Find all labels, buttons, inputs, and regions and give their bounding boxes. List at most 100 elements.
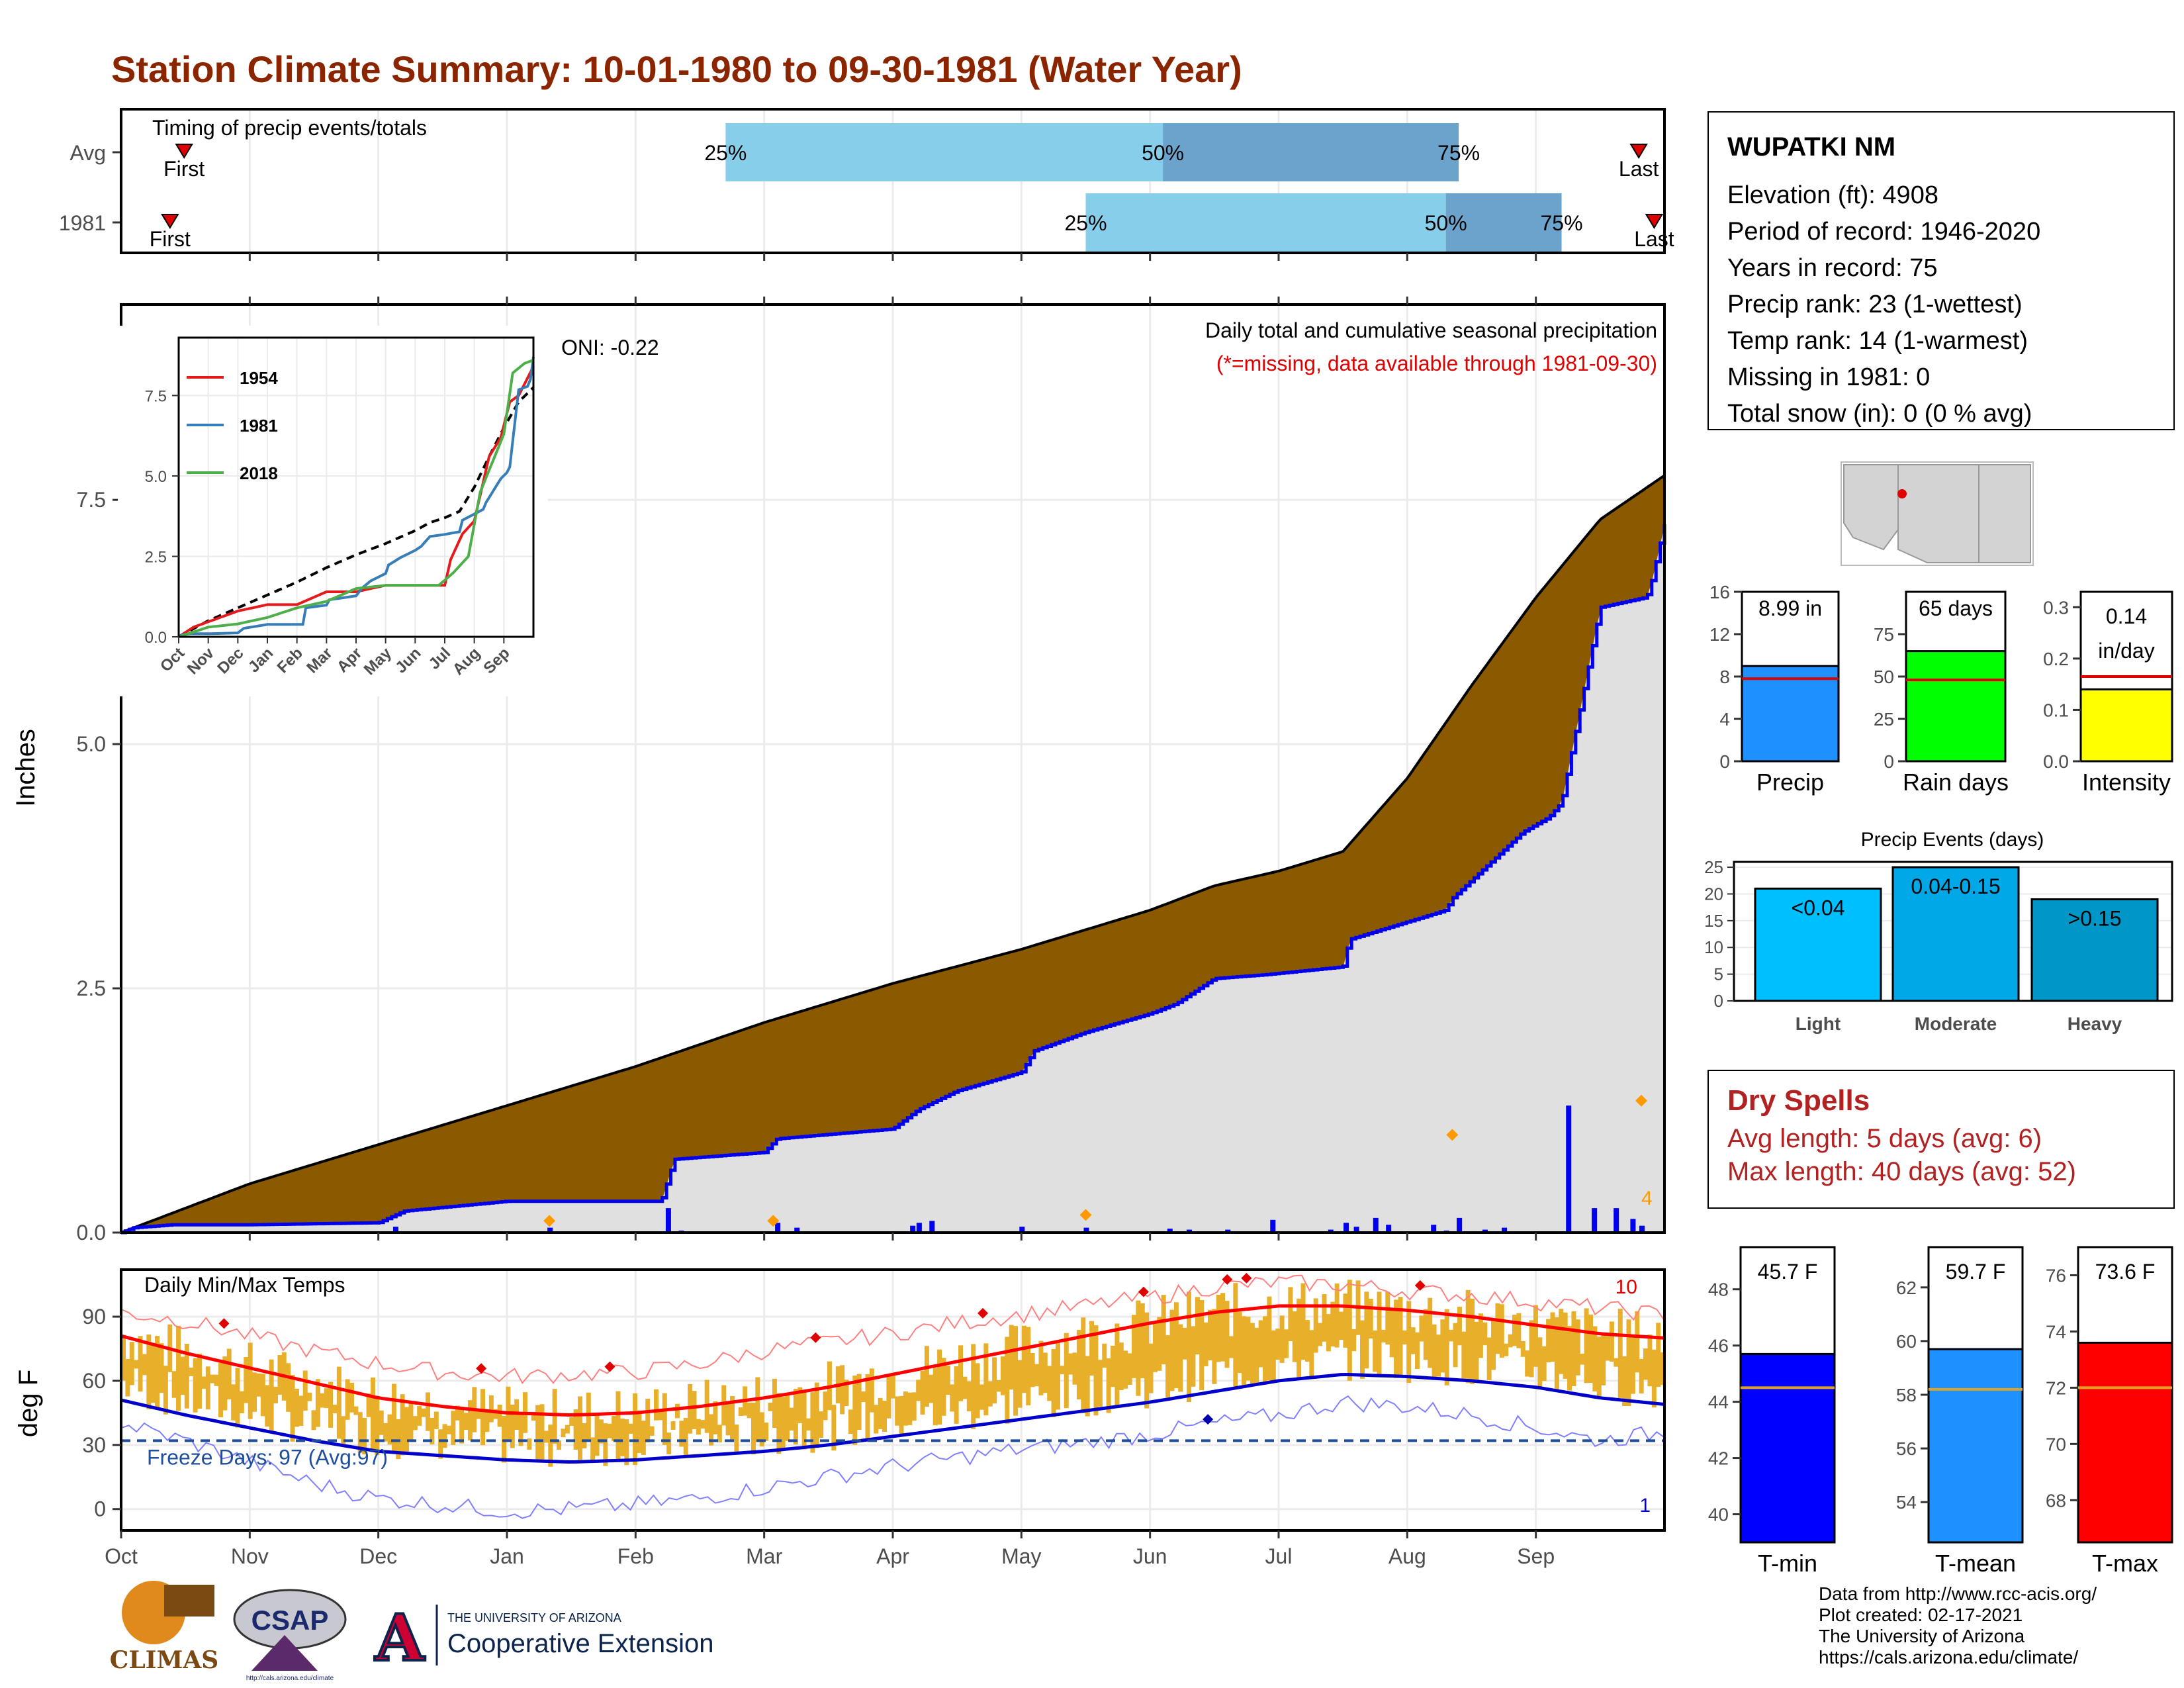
daily-temp-range: [1009, 1325, 1014, 1390]
daily-temp-range: [1034, 1364, 1040, 1387]
departure-band: [565, 1086, 570, 1202]
departure-band: [1605, 512, 1610, 607]
daily-temp-range: [1605, 1336, 1610, 1361]
departure-band: [433, 1126, 439, 1209]
departure-band: [556, 1088, 561, 1202]
departure-band: [1232, 880, 1238, 978]
inset-ytick-label: 0.0: [145, 629, 167, 647]
daily-temp-range: [658, 1411, 663, 1421]
record-high-marker: [604, 1361, 615, 1372]
departure-band: [281, 1172, 287, 1225]
departure-band: [408, 1133, 414, 1211]
daily-temp-range: [1339, 1311, 1344, 1340]
departure-band: [1034, 943, 1039, 1052]
daily-temp-range: [459, 1407, 465, 1444]
daily-temp-range: [700, 1420, 705, 1429]
departure-band: [1030, 945, 1035, 1059]
daily-temp-range: [692, 1391, 697, 1429]
daily-temp-range: [463, 1413, 469, 1430]
daily-temp-range: [662, 1393, 667, 1445]
departure-band: [269, 1176, 274, 1225]
departure-band: [1169, 900, 1175, 1007]
daily-temp-range: [1423, 1309, 1428, 1360]
daily-temp-range: [730, 1395, 735, 1442]
daily-precip-bar: [910, 1225, 916, 1233]
daily-temp-range: [451, 1411, 456, 1445]
daily-temp-range: [1157, 1317, 1162, 1371]
departure-band: [1418, 753, 1424, 919]
daily-temp-range: [222, 1356, 228, 1411]
daily-temp-range: [1242, 1316, 1247, 1386]
daily-temp-range: [962, 1376, 968, 1399]
departure-band: [590, 1078, 596, 1202]
daily-temp-range: [751, 1402, 756, 1455]
daily-temp-range: [1148, 1343, 1154, 1393]
temp-bar-ytick-label: 72: [2046, 1378, 2066, 1398]
summary-bar-ytick-label: 0.0: [2043, 751, 2069, 772]
departure-band: [1508, 628, 1513, 847]
departure-band: [759, 1022, 764, 1154]
month-label: Jan: [490, 1544, 524, 1568]
departure-band: [678, 1049, 684, 1160]
departure-band: [733, 1031, 739, 1155]
station-years: Years in record: 75: [1727, 254, 1938, 282]
temp-ylabel: deg F: [14, 1370, 43, 1437]
departure-band: [670, 1053, 676, 1171]
daily-temp-range: [205, 1366, 210, 1410]
departure-band: [294, 1168, 299, 1225]
departure-band: [692, 1045, 697, 1158]
avg-cumulative-area: [121, 475, 1664, 1233]
timing-event-marker: [1629, 144, 1648, 159]
dry-spells-avg: Avg length: 5 days (avg: 6): [1727, 1124, 2042, 1153]
daily-temp-range: [1258, 1320, 1263, 1368]
temp-bar-ytick-label: 76: [2046, 1265, 2066, 1286]
daily-temp-range: [269, 1359, 274, 1432]
departure-band: [505, 1104, 511, 1202]
daily-temp-range: [383, 1423, 388, 1442]
temp-bar-name: T-min: [1758, 1550, 1817, 1577]
departure-band: [996, 954, 1001, 1080]
daily-temp-range: [612, 1416, 617, 1441]
daily-temp-range: [1144, 1312, 1150, 1409]
departure-band: [586, 1080, 591, 1202]
departure-band: [1127, 915, 1132, 1021]
departure-band: [940, 968, 946, 1100]
daily-temp-range: [1047, 1366, 1052, 1401]
daily-temp-range: [1118, 1342, 1124, 1391]
daily-temp-range: [852, 1376, 858, 1445]
precip-events-category: Moderate: [1915, 1013, 1997, 1034]
precip-events-ytick-label: 10: [1704, 937, 1723, 957]
departure-band: [805, 1008, 811, 1137]
departure-band: [1097, 924, 1103, 1029]
daily-temp-range: [1051, 1348, 1056, 1417]
inset-ytick-label: 2.5: [145, 548, 167, 566]
daily-temp-range: [1435, 1335, 1441, 1377]
daily-temp-range: [641, 1421, 646, 1455]
departure-band: [383, 1141, 388, 1221]
daily-temp-range: [590, 1437, 596, 1460]
departure-band: [285, 1170, 291, 1225]
daily-temp-range: [1474, 1321, 1479, 1383]
departure-band: [1643, 486, 1648, 599]
departure-band: [717, 1037, 722, 1156]
daily-precip-bar: [1639, 1225, 1645, 1233]
daily-temp-range: [1394, 1299, 1399, 1378]
map-state-west: [1843, 464, 1899, 551]
precip-events-bar: [2030, 898, 2159, 1002]
daily-temp-range: [1191, 1326, 1196, 1387]
daily-temp-range: [548, 1425, 553, 1467]
departure-band: [772, 1018, 777, 1145]
departure-band: [920, 974, 925, 1109]
daily-temp-range: [328, 1382, 334, 1428]
departure-band: [412, 1132, 418, 1211]
daily-max-marker: [1446, 1129, 1459, 1141]
daily-temp-range: [1322, 1293, 1327, 1342]
daily-temp-range: [336, 1366, 341, 1439]
daily-temp-range: [379, 1410, 384, 1435]
departure-band: [602, 1074, 608, 1202]
daily-temp-range: [476, 1410, 481, 1419]
summary-bar-ytick-label: 25: [1874, 709, 1894, 729]
daily-temp-range: [789, 1407, 794, 1431]
departure-band: [1406, 772, 1412, 923]
departure-band: [1224, 882, 1230, 978]
